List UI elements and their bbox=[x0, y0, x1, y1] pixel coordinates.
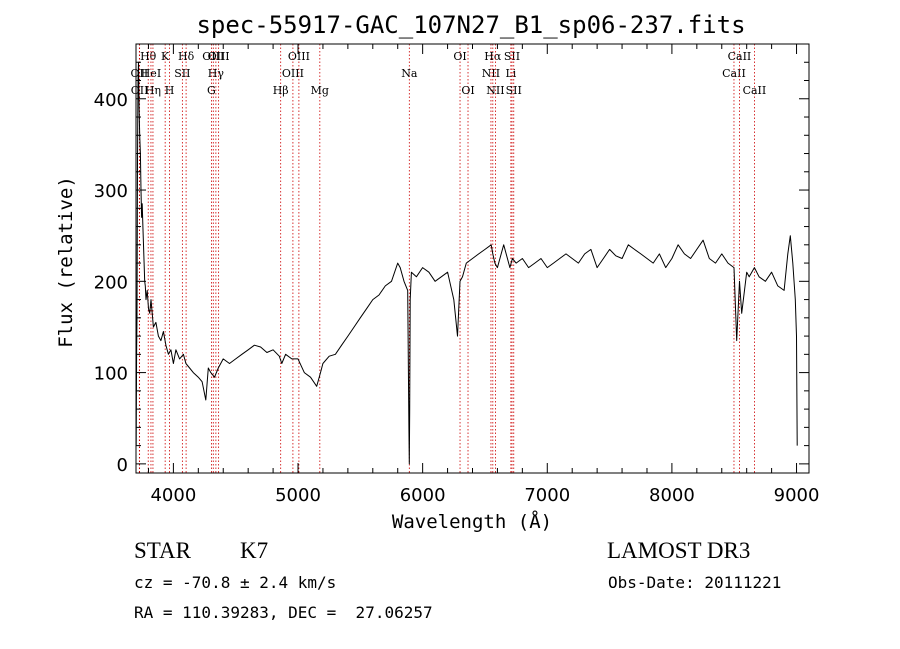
line-marker-label: SII bbox=[506, 84, 522, 97]
y-tick-label: 300 bbox=[94, 181, 128, 202]
spectrum-line bbox=[135, 61, 798, 465]
line-marker-label: OI bbox=[453, 50, 466, 63]
x-axis-label: Wavelength (Å) bbox=[392, 510, 552, 533]
obs-date-readout: Obs-Date: 20111221 bbox=[608, 573, 782, 592]
line-marker-label: CaII bbox=[743, 84, 767, 97]
y-axis-label: Flux (relative) bbox=[55, 176, 77, 348]
line-marker-label: Hη bbox=[145, 84, 161, 97]
line-marker-label: G bbox=[207, 84, 216, 97]
axis-ticks: 4000 5000 6000 7000 8000 9000 0 100 200 300 400 bbox=[94, 44, 820, 506]
line-marker-label: CaII bbox=[722, 67, 746, 80]
line-marker-label: NII bbox=[482, 67, 500, 80]
line-marker-label: Mg bbox=[311, 84, 329, 97]
line-marker-label: CaII bbox=[728, 50, 752, 63]
line-marker-label: OIII bbox=[288, 50, 310, 63]
line-marker-label: SII bbox=[504, 50, 520, 63]
line-marker-label: Hδ bbox=[178, 50, 195, 63]
coordinates-readout: RA = 110.39283, DEC = 27.06257 bbox=[134, 603, 433, 622]
line-marker-label: OII bbox=[131, 84, 149, 97]
x-tick-label: 7000 bbox=[524, 485, 570, 506]
line-marker-label: OI bbox=[461, 84, 474, 97]
y-tick-label: 0 bbox=[117, 455, 128, 476]
line-marker-label: HeI bbox=[141, 67, 161, 80]
x-tick-label: 9000 bbox=[774, 485, 820, 506]
line-marker-label: NII bbox=[486, 84, 504, 97]
survey-label: LAMOST DR3 bbox=[607, 538, 751, 563]
line-marker-label: K bbox=[161, 50, 170, 63]
line-marker-label: Hα bbox=[484, 50, 502, 63]
line-marker-label: SII bbox=[174, 67, 190, 80]
line-marker-label: Na bbox=[401, 67, 418, 80]
line-marker-label: OIII bbox=[282, 67, 304, 80]
line-marker-label: Hγ bbox=[208, 67, 225, 80]
x-tick-label: 6000 bbox=[400, 485, 446, 506]
y-tick-label: 200 bbox=[94, 272, 128, 293]
line-marker-label: OIII bbox=[202, 50, 224, 63]
redshift-readout: cz = -70.8 ± 2.4 km/s bbox=[134, 573, 337, 592]
chart-title: spec-55917-GAC_107N27_B1_sp06-237.fits bbox=[196, 11, 745, 39]
line-marker-label: Hθ bbox=[140, 50, 157, 63]
y-tick-label: 400 bbox=[94, 90, 128, 111]
object-subclass: K7 bbox=[240, 538, 269, 563]
object-class: STAR bbox=[134, 538, 191, 563]
y-tick-label: 100 bbox=[94, 364, 128, 385]
line-marker-label: Li bbox=[505, 67, 516, 80]
line-marker-label: Hβ bbox=[273, 84, 289, 97]
line-marker-label: OIII bbox=[208, 50, 230, 63]
spectrum-series bbox=[135, 61, 798, 465]
x-tick-label: 4000 bbox=[150, 485, 196, 506]
x-tick-label: 8000 bbox=[649, 485, 695, 506]
line-marker-label: H bbox=[165, 84, 175, 97]
x-tick-label: 5000 bbox=[275, 485, 321, 506]
